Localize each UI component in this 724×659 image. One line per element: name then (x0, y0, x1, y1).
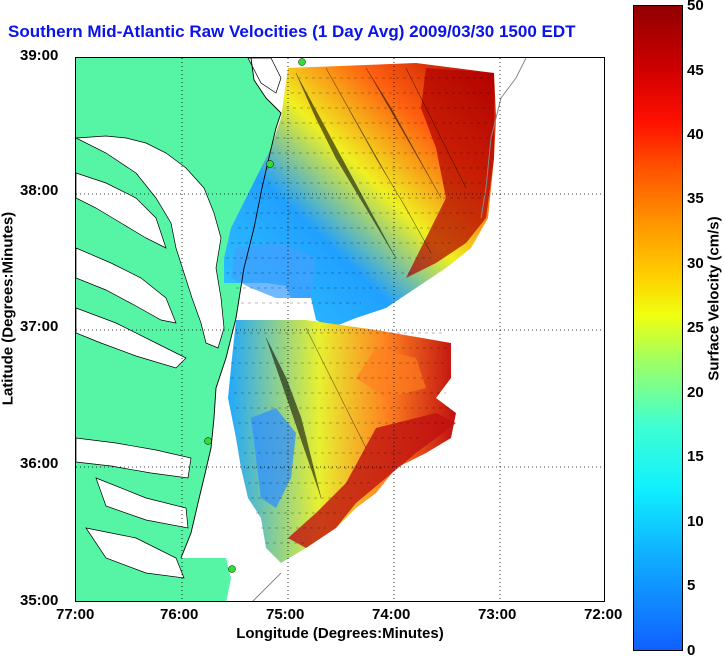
velocity-field-red-south (288, 413, 456, 548)
bay-water (76, 172, 167, 249)
map-plot-area (75, 57, 605, 602)
colorbar-tick-label: 45 (687, 62, 704, 79)
colorbar-tick-label: 0 (687, 642, 696, 659)
y-tick-label: 38:00 (20, 182, 59, 199)
y-axis-title: Latitude (Degrees:Minutes) (0, 211, 17, 406)
y-tick-label: 39:00 (20, 47, 59, 64)
colorbar-tick-label: 35 (687, 190, 704, 207)
radar-station-marker[interactable] (298, 58, 306, 66)
colorbar (633, 5, 683, 651)
velocity-field-red-north (406, 68, 494, 278)
map-svg (76, 58, 604, 601)
colorbar-tick-label: 5 (687, 577, 696, 594)
colorbar-label: Surface Velocity (cm/s) (705, 216, 723, 381)
bay-water (95, 477, 189, 529)
y-tick-label: 36:00 (20, 455, 59, 472)
bay-water (76, 247, 177, 324)
bay-water (76, 437, 192, 479)
coastline (180, 58, 282, 559)
bay-water (247, 58, 282, 94)
colorbar-tick-label: 20 (687, 384, 704, 401)
colorbar-tick-label: 25 (687, 319, 704, 336)
land-mass (76, 58, 281, 558)
x-tick-label: 75:00 (266, 606, 305, 623)
velocity-arrows (226, 67, 491, 544)
shelf-contour (252, 58, 527, 601)
bay-water (76, 307, 187, 369)
radar-station-marker[interactable] (266, 160, 274, 168)
colorbar-tick-label: 40 (687, 126, 704, 143)
colorbar-tick-label: 10 (687, 513, 704, 530)
velocity-field-orange (356, 348, 426, 398)
y-tick-label: 35:00 (20, 592, 59, 609)
bay-water (76, 135, 225, 349)
y-tick-label: 37:00 (20, 318, 59, 335)
colorbar-tick-label: 30 (687, 255, 704, 272)
x-tick-label: 74:00 (372, 606, 411, 623)
velocity-field-blue (231, 243, 316, 298)
land-mass (76, 558, 231, 601)
radar-stations (204, 58, 306, 573)
x-tick-label: 76:00 (160, 606, 199, 623)
x-tick-label: 73:00 (478, 606, 517, 623)
colorbar-tick-label: 50 (687, 0, 704, 14)
colorbar-tick-label: 15 (687, 448, 704, 465)
grid-lines (76, 58, 604, 601)
map-title: Southern Mid-Atlantic Raw Velocities (1 … (8, 22, 576, 41)
radar-station-marker[interactable] (204, 437, 212, 445)
x-axis-title: Longitude (Degrees:Minutes) (236, 625, 444, 642)
x-tick-label: 77:00 (56, 606, 95, 623)
bay-water (85, 527, 185, 579)
x-tick-label: 72:00 (584, 606, 623, 623)
radar-station-marker[interactable] (228, 565, 236, 573)
